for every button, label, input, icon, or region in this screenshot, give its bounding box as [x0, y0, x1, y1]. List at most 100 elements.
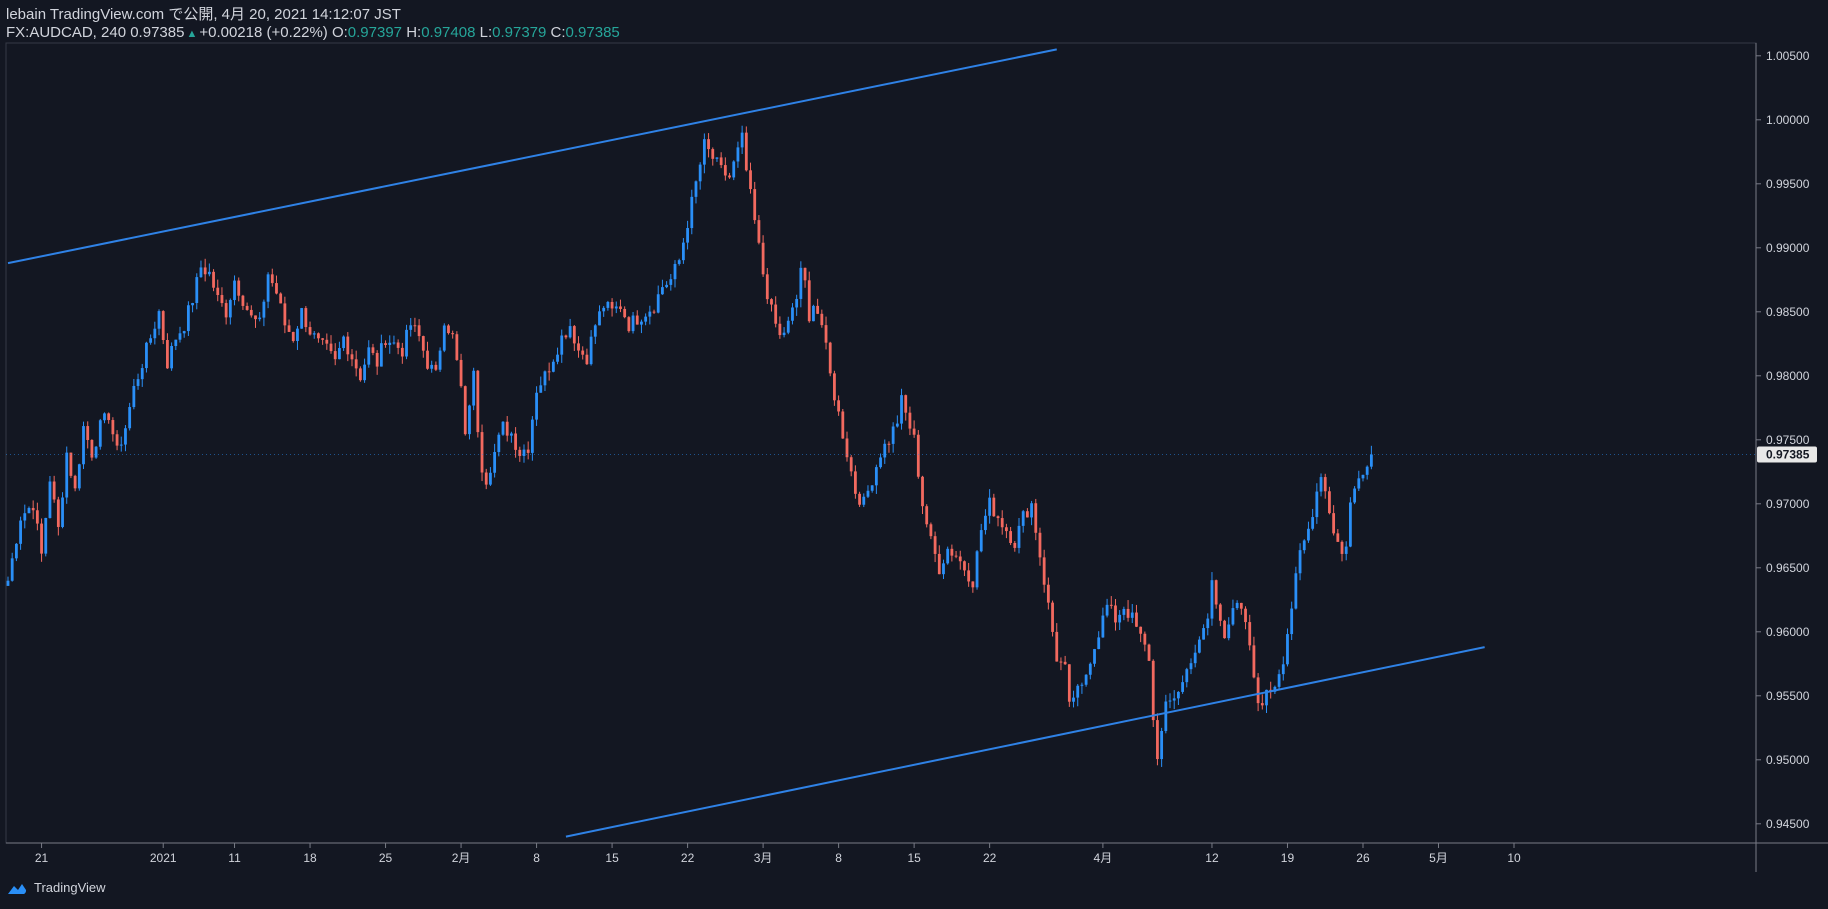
candle-body	[1357, 478, 1361, 489]
candle-body	[1067, 664, 1071, 702]
candle-body	[623, 308, 627, 318]
x-tick-label: 2月	[452, 851, 471, 865]
y-tick-label: 0.98500	[1766, 305, 1810, 319]
candle-body	[1248, 622, 1252, 646]
candle-body	[291, 331, 295, 342]
candle-body	[1021, 511, 1025, 526]
candle-body	[778, 323, 782, 336]
candle-body	[543, 371, 547, 386]
candle-body	[23, 513, 27, 521]
price-axis[interactable]: 0.94500 0.95000 0.95500 0.96000 0.96500 0.970…	[1756, 49, 1810, 831]
candle-body	[1177, 691, 1180, 699]
candle-body	[124, 428, 127, 445]
candle-body	[1256, 677, 1260, 704]
y-tick-label: 1.00000	[1766, 113, 1810, 127]
candle-body	[6, 580, 10, 586]
candle-body	[921, 476, 924, 507]
candle-body	[1210, 580, 1214, 619]
candle-body	[1122, 608, 1126, 615]
candle-body	[870, 485, 874, 491]
candle-body	[308, 327, 312, 335]
candle-body	[572, 326, 576, 344]
candle-body	[1105, 604, 1109, 616]
candle-body	[396, 342, 400, 348]
y-tick-label: 0.99500	[1766, 177, 1810, 191]
candle-body	[740, 132, 744, 148]
candle-body	[19, 520, 22, 544]
x-tick-label: 4月	[1094, 851, 1113, 865]
candle-body	[879, 457, 882, 468]
candles-group[interactable]	[6, 125, 1373, 767]
low-label: L:	[479, 24, 493, 41]
candle-body	[493, 452, 497, 473]
candle-body	[1147, 644, 1151, 661]
candle-body	[354, 359, 358, 369]
candle-body	[631, 315, 635, 332]
candle-body	[1005, 527, 1008, 532]
candle-body	[333, 351, 337, 360]
candle-body	[644, 316, 648, 322]
candle-body	[652, 311, 656, 313]
x-tick-label: 12	[1205, 851, 1219, 865]
candle-body	[254, 315, 257, 320]
candle-body	[1307, 528, 1310, 541]
x-tick-label: 22	[983, 851, 997, 865]
candle-body	[1206, 618, 1210, 629]
candle-body	[619, 306, 622, 309]
candle-body	[476, 370, 480, 433]
candle-body	[212, 271, 215, 288]
trendline-lower-channel[interactable]	[565, 646, 1485, 838]
candle-body	[1286, 634, 1289, 665]
candle-body	[757, 220, 761, 243]
candle-body	[392, 342, 396, 344]
candle-body	[224, 303, 228, 318]
tradingview-logo[interactable]: TradingView	[6, 880, 106, 895]
x-tick-label: 3月	[754, 851, 773, 865]
candle-body	[992, 497, 996, 517]
candle-body	[145, 342, 148, 369]
candle-body	[237, 280, 241, 296]
candle-body	[228, 300, 232, 318]
candle-body	[287, 325, 291, 332]
trendline-upper-channel[interactable]	[7, 48, 1057, 265]
candle-body	[1055, 631, 1059, 662]
low-value: 0.97379	[492, 24, 547, 41]
candle-body	[988, 497, 992, 516]
candle-body	[342, 336, 345, 349]
candle-body	[1332, 513, 1336, 534]
trendlines-group[interactable]	[7, 48, 1485, 838]
candle-body	[1046, 584, 1050, 603]
x-tick-label: 15	[907, 851, 921, 865]
candle-body	[216, 287, 220, 296]
candle-body	[1185, 669, 1189, 683]
candle-body	[472, 370, 476, 406]
candle-body	[602, 307, 606, 312]
candle-body	[182, 331, 186, 334]
candle-body	[459, 359, 463, 387]
candle-body	[1294, 573, 1298, 609]
candle-body	[1323, 477, 1327, 492]
change-value: +0.00218 (+0.22%)	[199, 24, 328, 41]
candle-body	[166, 340, 169, 369]
time-axis[interactable]: 21 2021 11 18 25 2月 8 15 22 3月 8 15 22 4月 12 19 26 5月 10	[35, 843, 1521, 865]
candle-body	[1281, 664, 1285, 675]
candle-body	[1181, 682, 1184, 692]
y-tick-label: 0.96500	[1766, 561, 1810, 575]
candle-body	[103, 413, 106, 421]
candle-body	[996, 516, 1000, 519]
candle-body	[1328, 491, 1331, 514]
candle-body	[1164, 701, 1168, 731]
candle-body	[833, 373, 836, 401]
candle-body	[1109, 604, 1113, 606]
candle-body	[702, 139, 706, 165]
candle-body	[1143, 633, 1147, 645]
candle-body	[27, 507, 31, 514]
candle-body	[44, 517, 48, 554]
candle-body	[73, 475, 77, 489]
candle-body	[1231, 608, 1235, 625]
candle-body	[593, 325, 597, 337]
candle-body	[442, 325, 446, 351]
candle-body	[849, 457, 853, 472]
y-tick-label: 0.95500	[1766, 689, 1810, 703]
